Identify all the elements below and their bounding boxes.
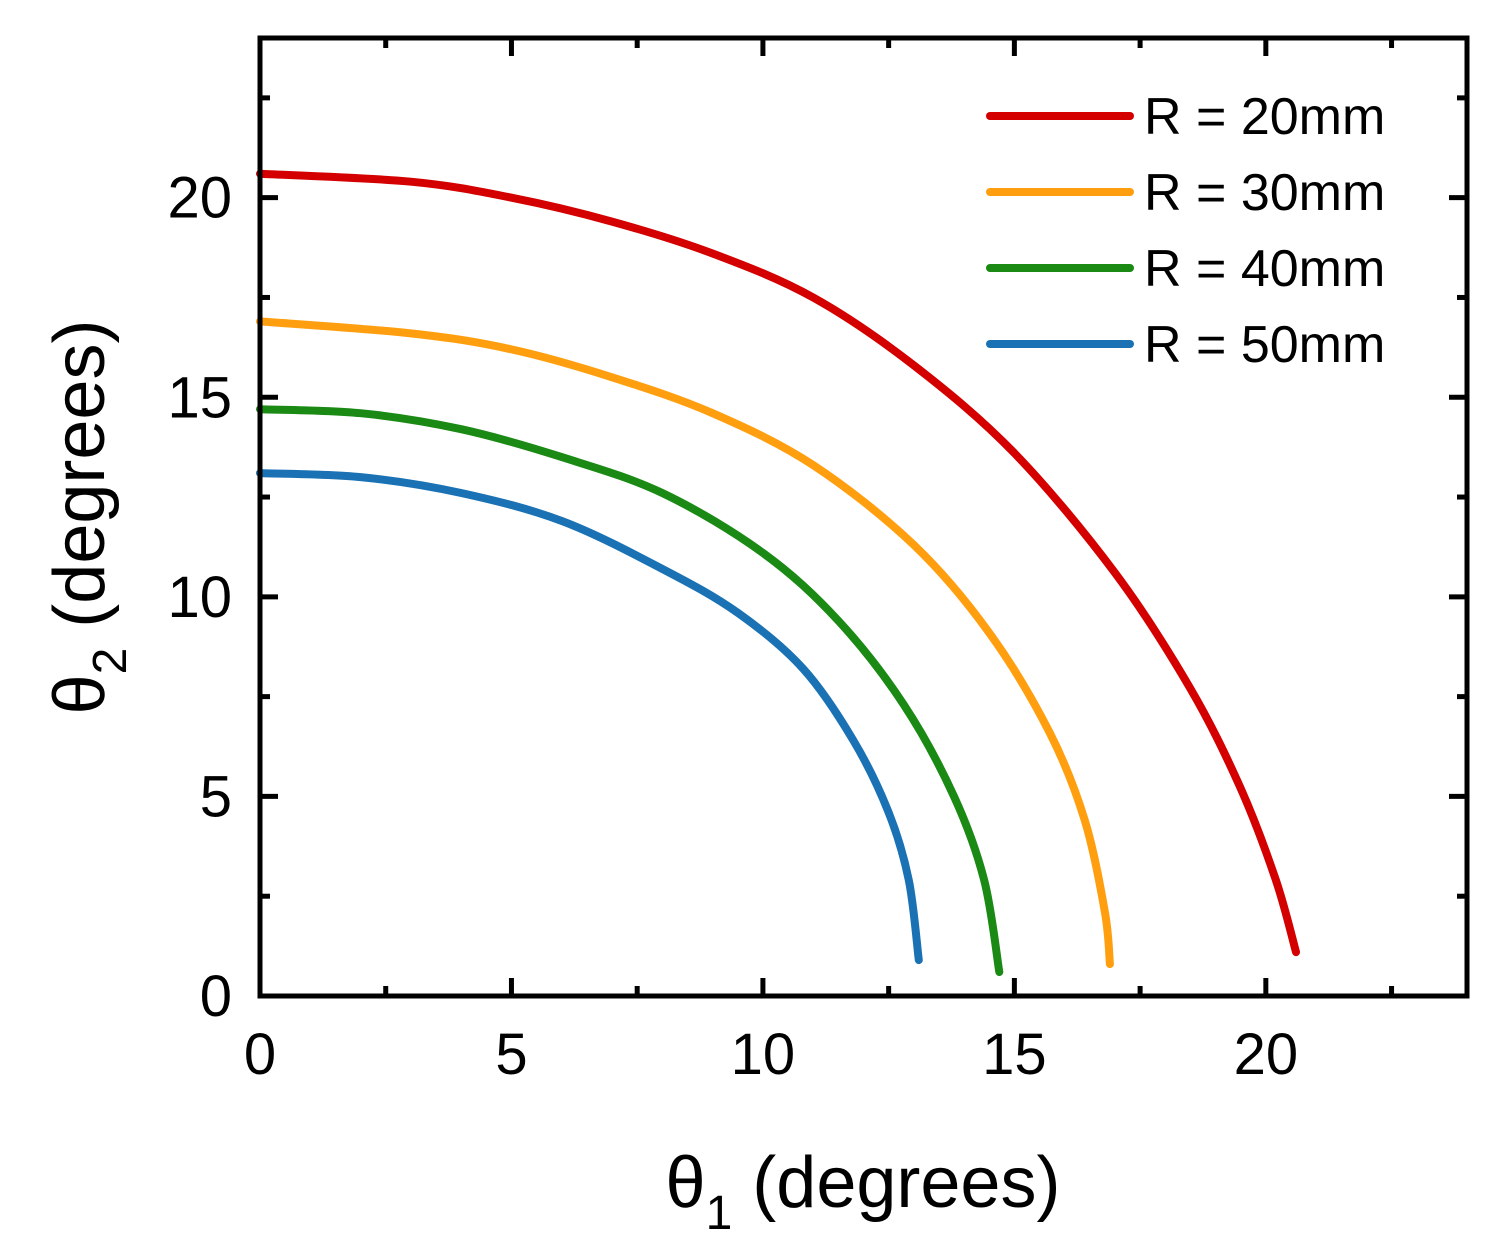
x-axis-title: θ1 (degrees): [666, 1143, 1061, 1240]
ticks-layer: [257, 38, 1467, 999]
legend-label: R = 50mm: [1144, 316, 1385, 374]
legend-label: R = 20mm: [1144, 88, 1385, 146]
series-line-2: [256, 317, 1114, 969]
y-tick-label: 10: [167, 565, 232, 630]
x-tick-label: 10: [731, 1022, 796, 1087]
x-axis-title-subscript: 1: [706, 1187, 733, 1240]
y-axis-title-symbol: θ: [40, 674, 120, 714]
legend-label: R = 30mm: [1144, 164, 1385, 222]
legend-label: R = 40mm: [1144, 240, 1385, 298]
y-tick-label: 20: [167, 166, 232, 231]
x-tick-label: 20: [1234, 1022, 1299, 1087]
series-layer: [256, 169, 1300, 976]
y-axis-title-rest: (degrees): [40, 320, 120, 648]
series-line-4: [256, 469, 923, 965]
x-tick-label: 15: [982, 1022, 1047, 1087]
series-line-3: [256, 405, 1004, 976]
x-tick-label: 0: [244, 1022, 276, 1087]
x-axis-title-symbol: θ: [666, 1143, 706, 1223]
tick-labels-layer: 0 5 10 15 20 0 5 10 15 20: [167, 166, 1298, 1087]
plot-frame: [257, 35, 1470, 999]
y-axis-title-subscript: 2: [84, 648, 137, 675]
y-tick-label: 5: [200, 764, 232, 829]
y-tick-label: 15: [167, 365, 232, 430]
series-line-1: [256, 169, 1300, 957]
legend-layer: R = 20mm R = 30mm R = 40mm R = 50mm: [986, 88, 1385, 374]
x-tick-label: 5: [495, 1022, 527, 1087]
x-axis-title-rest: (degrees): [732, 1143, 1060, 1223]
y-tick-label: 0: [200, 964, 232, 1029]
y-axis-title: θ2 (degrees): [40, 320, 137, 715]
